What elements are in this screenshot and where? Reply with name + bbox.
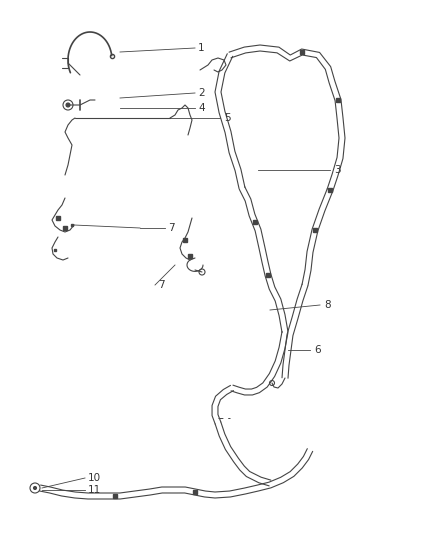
Text: 11: 11 [88, 485, 101, 495]
Text: 7: 7 [158, 280, 165, 290]
Text: 5: 5 [224, 113, 231, 123]
Text: 3: 3 [334, 165, 341, 175]
Text: 6: 6 [314, 345, 321, 355]
Text: 8: 8 [324, 300, 331, 310]
Circle shape [33, 487, 36, 489]
Text: 10: 10 [88, 473, 101, 483]
Text: 2: 2 [198, 88, 205, 98]
Text: 1: 1 [198, 43, 205, 53]
Circle shape [66, 103, 70, 107]
Text: 7: 7 [168, 223, 175, 233]
Text: 4: 4 [198, 103, 205, 113]
